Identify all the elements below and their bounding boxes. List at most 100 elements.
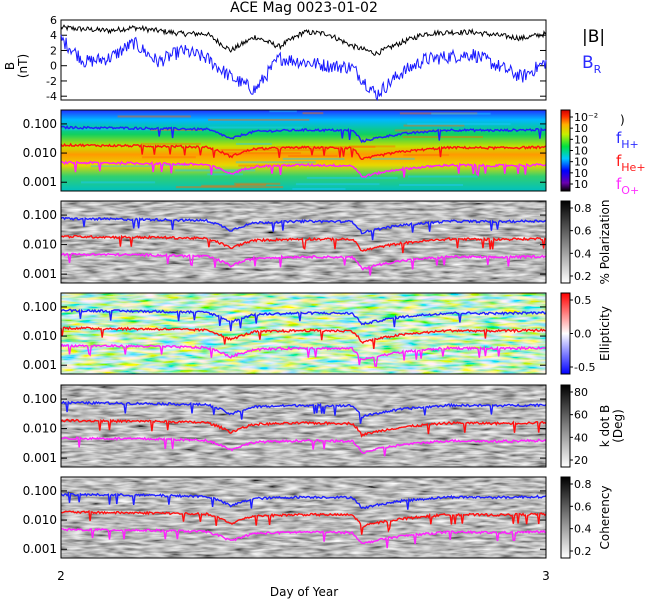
- spec-y-tick-label: 0.010: [23, 422, 57, 436]
- colorbar-tick-label: 0.8: [574, 202, 592, 215]
- spectrogram-texture: [399, 112, 478, 115]
- spectrogram-texture: [208, 118, 310, 121]
- spectrogram-texture: [235, 184, 267, 187]
- gyro-line-o: [60, 343, 547, 368]
- spectrogram-texture: [403, 154, 450, 157]
- colorbar-tick-label: 0.2: [574, 545, 592, 558]
- legend-br: BR: [582, 53, 602, 76]
- legend-f-h: fH+: [616, 129, 639, 151]
- spec-y-tick-label: 0.010: [23, 329, 57, 343]
- spectrogram-texture: [235, 142, 272, 145]
- gyro-line-h: [60, 216, 547, 241]
- colorbar-tick-label: 10: [574, 178, 588, 191]
- spec-y-tick-label: 0.100: [23, 208, 57, 222]
- spectrogram-texture: [117, 115, 191, 118]
- spectrogram-texture: [269, 110, 297, 113]
- colorbar-tick-label: 0.2: [574, 270, 592, 283]
- mag-series-br: [60, 34, 547, 102]
- colorbar-tick-label: 10⁻²: [574, 111, 598, 124]
- colorbar-coherency: [560, 476, 571, 559]
- colorbar-tick-label: 0.4: [574, 247, 592, 260]
- spec-y-tick-label: 0.100: [23, 392, 57, 406]
- colorbar-polarization: [560, 200, 571, 284]
- legend-f-he: fHe+: [616, 152, 646, 174]
- mag-y-tick-label: 2: [50, 44, 57, 57]
- panel-frame: [60, 384, 547, 468]
- colorbar-tick-label: 40: [574, 431, 588, 444]
- spectrogram-texture: [407, 123, 511, 126]
- panel-frame: [60, 476, 547, 559]
- mag-y-tick-label: -2: [46, 75, 57, 88]
- spectrogram-texture: [408, 175, 478, 178]
- figure-title: ACE Mag 0023-01-02: [230, 0, 378, 16]
- gyro-line-h: [60, 125, 547, 144]
- spectrogram-texture: [235, 161, 316, 164]
- colorbar-kdotb: [560, 384, 571, 468]
- gyro-line-he: [60, 418, 547, 438]
- spectrogram-texture: [175, 186, 284, 189]
- panel-frame: [60, 292, 547, 375]
- legend-f-h-sub: H+: [621, 138, 639, 151]
- colorbar-tick-label: 0.5: [574, 294, 592, 307]
- gyro-line-he: [60, 142, 547, 161]
- colorbar-tick-label: -0.5: [574, 361, 595, 374]
- x-tick-label-2: 2: [57, 569, 65, 583]
- mag-ylabel: B: [3, 62, 17, 70]
- colorbar-tick-label: 60: [574, 409, 588, 422]
- spec-y-tick-label: 0.100: [23, 484, 57, 498]
- spec-y-tick-label: 0.001: [23, 451, 57, 465]
- spectrogram-texture: [175, 169, 256, 172]
- spectrogram-panels: 0.1000.0100.00110⁻²101010101010)0.1000.0…: [23, 109, 625, 559]
- spectrogram-texture: [403, 124, 465, 127]
- spectrogram-texture: [371, 157, 415, 160]
- mag-ylabel-unit: (nT): [16, 54, 30, 78]
- spec-y-tick-label: 0.001: [23, 542, 57, 556]
- spectrogram-texture: [306, 176, 398, 179]
- colorbar-tick-label: 10: [574, 167, 588, 180]
- colorbar-tick-label: 80: [574, 386, 588, 399]
- colorbar-tick-label: 10: [574, 133, 588, 146]
- panel-kdotb: 0.100 0.010 0.001 80 60 40 20 k dot B (Deg): [23, 384, 625, 468]
- legend-f-he-sub: He+: [621, 161, 645, 174]
- legend-br-main: B: [582, 53, 594, 73]
- spectrogram-texture: [142, 156, 196, 159]
- spectrogram-texture: [150, 128, 203, 131]
- legend-f-o-sub: O+: [621, 184, 639, 197]
- mag-series-btotal: [60, 24, 547, 56]
- colorbar-tick-label: 10: [574, 145, 588, 158]
- colorbar-title-coherency: Coherency: [598, 485, 612, 549]
- spectrogram-texture: [295, 183, 380, 186]
- spec-y-tick-label: 0.010: [23, 146, 57, 160]
- spec-y-tick-label: 0.001: [23, 358, 57, 372]
- colorbar-tick-label: 0.6: [574, 225, 592, 238]
- spec-y-tick-label: 0.001: [23, 175, 57, 189]
- colorbar-title-power: ): [620, 113, 625, 127]
- spec-y-tick-label: 0.010: [23, 513, 57, 527]
- spectrogram-texture: [234, 182, 281, 185]
- mag-y-tick-label: 4: [50, 29, 57, 42]
- x-axis-label: Day of Year: [270, 585, 338, 599]
- gyro-line-he: [60, 326, 546, 349]
- spectrogram-texture: [348, 145, 396, 148]
- colorbar-tick-label: 10: [574, 156, 588, 169]
- spectrogram-image: [61, 293, 546, 374]
- gyro-line-he: [60, 509, 547, 535]
- colorbar-title-polarization: % Polarization: [598, 200, 612, 285]
- gyro-line-o: [60, 252, 547, 276]
- panel-frame: [60, 200, 547, 284]
- panel-polarization: 0.100 0.010 0.001 0.8 0.6 0.4 0.2 % Polarizatio…: [23, 200, 612, 285]
- spectrogram-texture: [208, 126, 303, 129]
- legend-btotal: |B|: [582, 27, 605, 47]
- mag-lines: [60, 24, 547, 102]
- spec-y-tick-label: 0.100: [23, 300, 57, 314]
- mag-y-ticks: 6 4 2 0 -2 -4: [46, 14, 546, 103]
- gyro-line-o: [60, 527, 547, 549]
- gyro-line-o: [60, 160, 547, 179]
- spectrogram-texture: [288, 155, 338, 158]
- x-tick-label-3: 3: [542, 569, 550, 583]
- panel-coherency: 0.100 0.010 0.001 0.8 0.6 0.4 0.2 Coherency: [23, 476, 612, 559]
- spec-y-tick-label: 0.001: [23, 267, 57, 281]
- colorbar-tick-label: 0.4: [574, 523, 592, 536]
